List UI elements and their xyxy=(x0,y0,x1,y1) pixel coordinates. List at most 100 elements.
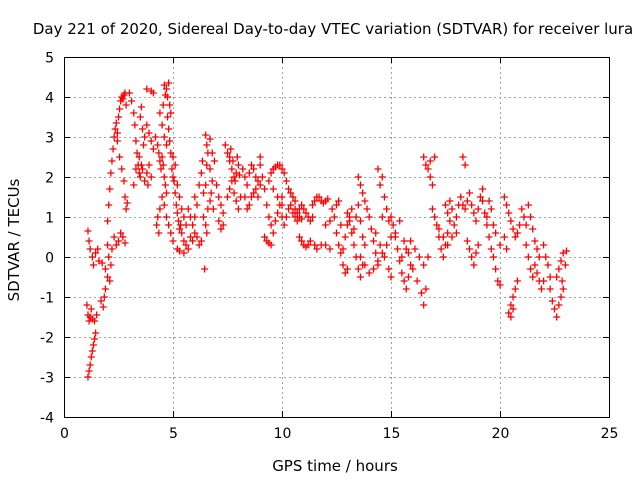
data-point xyxy=(203,161,211,169)
data-point xyxy=(226,153,234,161)
data-point xyxy=(527,213,535,221)
data-point xyxy=(483,213,491,221)
data-point xyxy=(507,313,515,321)
x-tick-label: 0 xyxy=(60,426,69,442)
y-axis-label: SDTVAR / TECUs xyxy=(5,178,23,301)
data-point xyxy=(383,241,391,249)
data-point xyxy=(324,195,332,203)
data-point xyxy=(376,241,384,249)
data-point xyxy=(424,253,432,261)
data-point xyxy=(201,265,209,273)
data-point xyxy=(309,213,317,221)
data-point xyxy=(135,153,143,161)
data-point xyxy=(156,157,164,165)
data-point xyxy=(503,201,511,209)
data-point xyxy=(195,181,203,189)
data-point xyxy=(389,221,397,229)
grid xyxy=(64,57,609,417)
data-point xyxy=(221,141,229,149)
data-point xyxy=(450,221,458,229)
data-point xyxy=(215,217,223,225)
data-point xyxy=(170,177,178,185)
data-point xyxy=(285,205,293,213)
y-tick-label: 1 xyxy=(45,211,54,227)
data-point xyxy=(350,225,358,233)
data-point xyxy=(483,221,491,229)
data-point xyxy=(256,153,264,161)
data-point xyxy=(269,229,277,237)
data-point xyxy=(513,277,521,285)
data-point xyxy=(446,217,454,225)
data-point xyxy=(352,213,360,221)
data-point xyxy=(122,101,130,109)
data-point xyxy=(289,193,297,201)
data-point xyxy=(121,193,129,201)
data-point xyxy=(202,131,210,139)
data-point xyxy=(540,277,548,285)
data-point xyxy=(202,221,210,229)
data-point xyxy=(311,197,319,205)
data-point xyxy=(131,121,139,129)
data-point xyxy=(409,265,417,273)
data-point xyxy=(282,213,290,221)
data-point xyxy=(250,189,258,197)
data-point xyxy=(428,205,436,213)
data-point xyxy=(87,353,95,361)
data-point xyxy=(232,197,240,205)
data-point xyxy=(206,165,214,173)
y-tick-label: 4 xyxy=(45,91,54,107)
data-point xyxy=(116,105,124,113)
data-point xyxy=(343,209,351,217)
data-point xyxy=(208,149,216,157)
data-point xyxy=(158,121,166,129)
data-point xyxy=(472,249,480,257)
data-point xyxy=(298,237,306,245)
data-point xyxy=(147,173,155,181)
data-point xyxy=(166,137,174,145)
data-point xyxy=(422,285,430,293)
data-point xyxy=(160,201,168,209)
data-point xyxy=(227,145,235,153)
data-point xyxy=(167,109,175,117)
data-point xyxy=(420,261,428,269)
data-point xyxy=(137,161,145,169)
data-point xyxy=(215,193,223,201)
data-point xyxy=(164,113,172,121)
data-point xyxy=(115,113,122,121)
data-point xyxy=(252,185,260,193)
data-point xyxy=(402,245,410,253)
data-point xyxy=(226,185,234,193)
data-point xyxy=(105,201,113,209)
data-point xyxy=(208,177,216,185)
data-point xyxy=(234,161,242,169)
data-point xyxy=(487,205,495,213)
data-point xyxy=(404,249,412,257)
data-point xyxy=(437,245,445,253)
data-point xyxy=(444,209,452,217)
data-point xyxy=(348,205,356,213)
data-point xyxy=(361,197,369,205)
data-point xyxy=(500,233,508,241)
data-point xyxy=(101,265,109,273)
data-point xyxy=(380,193,388,201)
data-point xyxy=(439,253,447,261)
x-tick-label: 5 xyxy=(169,426,178,442)
data-point xyxy=(276,161,284,169)
data-point xyxy=(309,201,317,209)
data-point xyxy=(154,141,162,149)
data-point xyxy=(241,193,249,201)
data-point xyxy=(418,289,426,297)
data-point xyxy=(533,245,541,253)
data-point xyxy=(278,201,286,209)
data-point xyxy=(168,165,176,173)
data-point xyxy=(118,165,126,173)
data-point xyxy=(184,245,192,253)
data-point xyxy=(335,197,343,205)
data-point xyxy=(115,237,122,245)
data-point xyxy=(553,273,561,281)
data-point xyxy=(485,197,493,205)
data-point xyxy=(476,193,484,201)
data-point xyxy=(135,169,143,177)
data-point xyxy=(265,213,273,221)
chart-title: Day 221 of 2020, Sidereal Day-to-day VTE… xyxy=(33,20,633,38)
